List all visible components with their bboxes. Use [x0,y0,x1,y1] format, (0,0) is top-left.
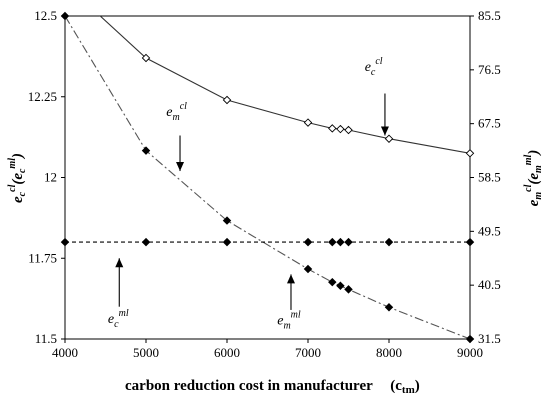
x-tick-label: 5000 [133,345,159,360]
y-left-tick-label: 11.5 [35,331,57,346]
data-point-ec_ml [141,237,151,247]
y-right-axis-title: emcl(emml) [523,150,544,207]
annotation-arrowhead-em_ml [286,274,295,284]
annotation-arrowhead-ec_ml [115,258,124,268]
data-point-em_cl [344,285,353,294]
y-right-tick-label: 85.5 [478,8,501,23]
data-point-em_cl [141,146,151,155]
y-right-tick-label: 67.5 [478,116,501,131]
y-left-tick-label: 12.5 [34,8,57,23]
data-point-em_cl [336,281,345,291]
data-point-ec_cl [465,149,475,158]
annotation-label-em_ml: emml [277,309,301,331]
data-point-ec_ml [336,237,345,247]
series-layer [60,11,475,344]
series-line-ec_cl [99,16,470,154]
data-point-em_cl [303,264,313,274]
data-point-ec_cl [303,118,313,127]
y-right-tick-label: 76.5 [478,62,501,77]
data-point-ec_cl [141,53,151,63]
data-point-ec_ml [303,237,313,247]
data-point-ec_ml [328,237,337,247]
data-point-ec_cl [384,134,394,143]
data-point-em_cl [222,216,232,225]
y-right-tick-label: 49.5 [478,223,501,238]
data-point-em_cl [465,334,475,344]
data-point-em_cl [384,303,394,312]
annotation-label-ec_ml: ecml [108,308,129,330]
ticks-layer: 4000 5000 6000 7000 8000 9000 12.5 12.25 12 11.75… [28,8,501,360]
annotation-arrowhead-em_cl [176,162,185,172]
annotation-arrowhead-ec_cl [380,126,389,136]
data-point-ec_ml [465,237,475,247]
data-point-ec_ml [60,237,70,247]
data-point-ec_ml [384,237,394,247]
x-tick-label: 4000 [52,345,78,360]
data-point-ec_cl [336,124,345,134]
x-tick-label: 9000 [457,345,483,360]
data-point-ec_cl [222,95,232,105]
y-left-axis-title: eccl(ecml) [7,153,28,203]
x-tick-label: 8000 [376,345,402,360]
annotation-label-ec_cl: eccl [365,56,383,78]
series-line-em_cl [65,16,470,339]
annotations-layer: eccl emcl ecml emml [108,56,389,331]
data-point-em_cl [328,277,337,287]
data-point-ec_ml [222,237,232,247]
y-right-tick-label: 31.5 [478,331,501,346]
x-tick-label: 7000 [295,345,321,360]
plot-frame [64,15,471,340]
y-left-tick-label: 12 [44,170,57,185]
x-tick-label: 6000 [214,345,240,360]
data-point-em_cl [60,11,70,21]
y-right-tick-label: 40.5 [478,277,501,292]
data-point-ec_cl [328,124,337,133]
data-point-ec_ml [344,237,353,247]
annotation-label-em_cl: emcl [166,101,187,123]
y-left-tick-label: 12.25 [28,89,57,104]
data-point-ec_cl [344,125,353,135]
x-axis-title: carbon reduction cost in manufacturer (c… [125,378,420,396]
y-right-tick-label: 58.5 [478,170,501,185]
y-left-tick-label: 11.75 [28,250,57,265]
